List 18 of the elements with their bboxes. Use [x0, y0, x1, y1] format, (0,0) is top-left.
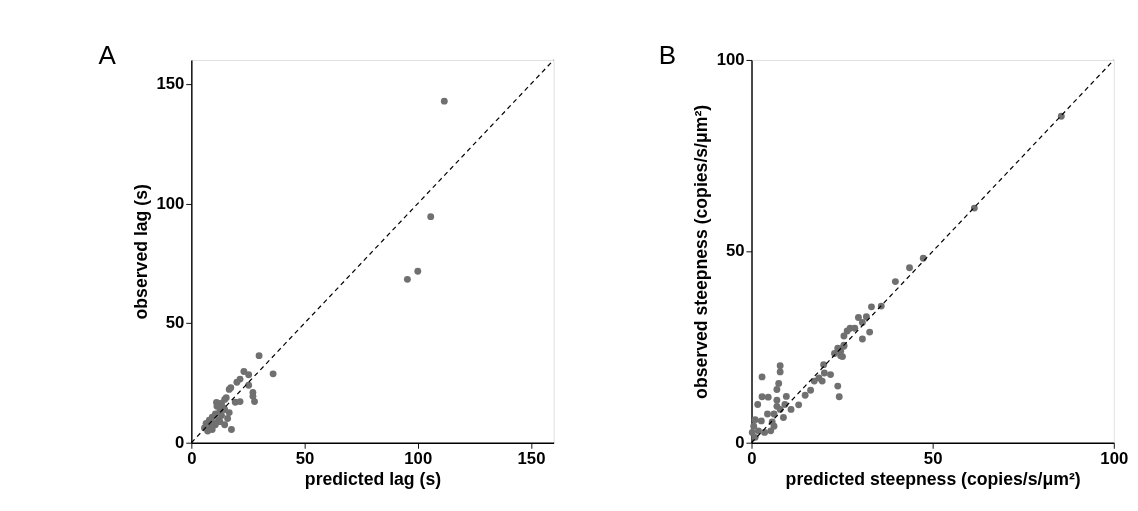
y-tick-label: 50	[725, 241, 745, 261]
y-tick-label: 100	[156, 193, 185, 213]
y-tick-label: 50	[165, 313, 185, 333]
y-axis-title: observed steepness (copies/s/μm²)	[691, 104, 712, 399]
x-tick-label: 50	[923, 448, 943, 468]
y-axis-title: observed lag (s)	[131, 184, 152, 320]
y-tick-label: 0	[735, 432, 745, 452]
x-tick-label: 50	[295, 448, 315, 468]
x-axis-title: predicted lag (s)	[304, 468, 442, 489]
x-axis-title: predicted steepness (copies/s/μm²)	[785, 468, 1081, 489]
y-tick-label: 100	[716, 50, 745, 70]
text: B	[658, 39, 676, 70]
y-tick-label: 0	[175, 432, 185, 452]
x-tick-label: 150	[517, 448, 546, 468]
x-tick-label: 100	[1100, 448, 1129, 468]
y-tick-label: 150	[156, 74, 185, 94]
x-tick-label: 100	[404, 448, 433, 468]
text: A	[98, 39, 117, 70]
